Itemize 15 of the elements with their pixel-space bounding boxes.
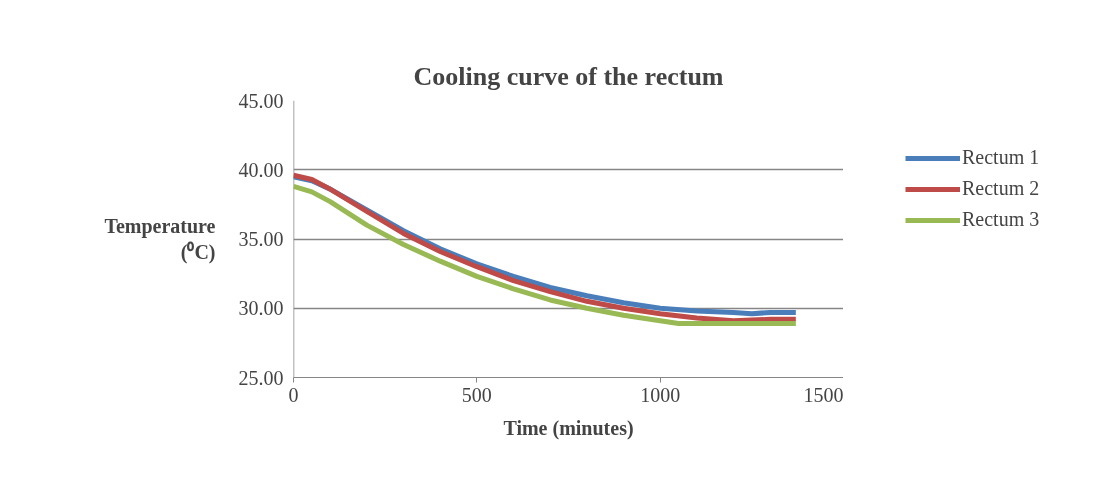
x-tick-label: 0 [288, 383, 299, 406]
y-axis-title: Temperature (⁰C) [104, 214, 216, 265]
y-tick-label: 45.00 [238, 89, 284, 112]
legend-label: Rectum 1 [962, 146, 1040, 169]
x-tick-label: 1000 [640, 383, 681, 406]
x-tick-label: 1500 [803, 383, 844, 406]
y-tick-label: 40.00 [238, 158, 284, 181]
y-tick-label: 30.00 [238, 297, 284, 320]
x-axis-title: Time (minutes) [503, 416, 634, 440]
y-tick-label: 25.00 [238, 366, 284, 389]
y-tick-label: 35.00 [238, 228, 284, 250]
x-tick-label: 500 [461, 383, 492, 406]
legend-label: Rectum 2 [962, 177, 1040, 200]
legend-label: Rectum 3 [962, 208, 1040, 231]
chart-title: Cooling curve of the rectum [413, 61, 724, 91]
